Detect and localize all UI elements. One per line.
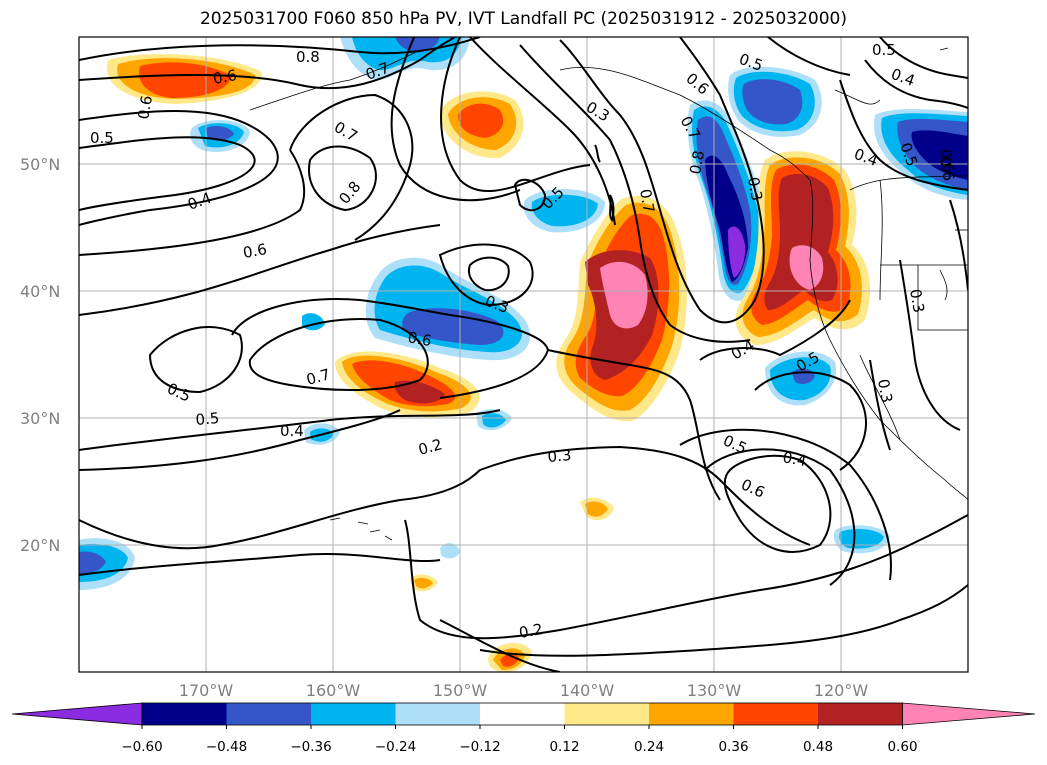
contour-label: 0.6 bbox=[682, 69, 712, 98]
shade-region bbox=[206, 126, 234, 141]
shade-region bbox=[911, 130, 968, 180]
lat-label: 40°N bbox=[20, 282, 60, 301]
contour-label: 0.4 bbox=[280, 422, 304, 440]
lon-label: 150°W bbox=[433, 681, 488, 700]
contour-label: 0.2 bbox=[518, 620, 545, 642]
contour-label: 0.5 bbox=[164, 379, 193, 405]
colorbar-tick-label: −0.12 bbox=[459, 739, 500, 755]
latitude-labels: 50°N 40°N 30°N 20°N bbox=[20, 155, 60, 555]
contour-label: 0.8 bbox=[296, 48, 320, 66]
shade-region bbox=[79, 551, 106, 574]
contour-label: 0.5 bbox=[195, 409, 220, 429]
colorbar-segment bbox=[311, 703, 396, 725]
contour-label: 0.7 bbox=[304, 365, 332, 389]
lat-label: 50°N bbox=[20, 155, 60, 174]
shade-region bbox=[458, 103, 504, 138]
colorbar-extend-max bbox=[902, 702, 1036, 726]
shade-region bbox=[482, 413, 506, 428]
contour-label: 0.3 bbox=[744, 176, 766, 203]
colorbar-segment bbox=[142, 703, 227, 725]
contour-label: 0.5 bbox=[872, 41, 896, 59]
contour-label: 0.5 bbox=[720, 431, 749, 457]
shade-region bbox=[789, 245, 824, 290]
colorbar-segment bbox=[226, 703, 312, 725]
contour-label: 0.5 bbox=[90, 129, 114, 147]
shade-region bbox=[728, 226, 746, 278]
longitude-labels: 170°W 160°W 150°W 140°W 130°W 120°W bbox=[179, 681, 869, 700]
shade-region bbox=[395, 37, 440, 53]
contour-label: 0.3 bbox=[906, 288, 928, 315]
colorbar-tick-label: 0.60 bbox=[887, 739, 917, 755]
lon-label: 170°W bbox=[179, 681, 234, 700]
contour-label: 0.6 bbox=[936, 156, 958, 183]
contour-lines bbox=[79, 37, 968, 672]
contour-label: 0.4 bbox=[852, 145, 881, 170]
contour-label: 0.2 bbox=[416, 435, 444, 459]
shade-region bbox=[402, 308, 504, 345]
colorbar-tick-label: 0.24 bbox=[634, 739, 664, 755]
colorbar-segment bbox=[480, 703, 565, 725]
colorbar-tick-label: −0.36 bbox=[290, 739, 331, 755]
contour-label: 0.6 bbox=[212, 66, 239, 88]
shaded-field-layer bbox=[79, 37, 968, 672]
colorbar-tick-label: 0.36 bbox=[718, 739, 748, 755]
colorbar-segment bbox=[649, 703, 734, 725]
colorbar bbox=[11, 702, 1036, 729]
contour-label: 0.6 bbox=[936, 148, 958, 175]
contour-label: 0.7 bbox=[636, 188, 658, 215]
shade-region bbox=[414, 577, 433, 589]
colorbar-segment bbox=[818, 703, 903, 725]
contour-label: 0.6 bbox=[242, 240, 269, 262]
shade-region bbox=[742, 79, 803, 125]
shade-region bbox=[531, 194, 598, 227]
colorbar-tick-label: 0.48 bbox=[803, 739, 833, 755]
shade-region bbox=[839, 529, 884, 549]
colorbar-labels: −0.60 −0.48 −0.36 −0.24 −0.12 0.12 0.24 0.36 0.4… bbox=[121, 739, 917, 755]
shade-region bbox=[440, 543, 460, 559]
lat-label: 30°N bbox=[20, 409, 60, 428]
colorbar-extend-min bbox=[11, 702, 143, 726]
contour-label: 0.8 bbox=[335, 178, 364, 208]
lon-label: 140°W bbox=[560, 681, 615, 700]
lon-label: 120°W bbox=[814, 681, 869, 700]
contour-label: 0.7 bbox=[331, 118, 361, 146]
shade-region bbox=[394, 380, 445, 404]
lon-label: 130°W bbox=[687, 681, 742, 700]
coastlines bbox=[249, 47, 968, 541]
colorbar-segment bbox=[733, 703, 819, 725]
contour-label: 0.4 bbox=[781, 448, 808, 470]
contour-label: 0.6 bbox=[134, 94, 156, 121]
shade-region bbox=[585, 501, 608, 517]
contour-label: 0.3 bbox=[547, 446, 572, 466]
shade-region bbox=[139, 62, 232, 98]
colorbar-tick-label: −0.48 bbox=[206, 739, 247, 755]
contour-label: 0.6 bbox=[406, 328, 433, 350]
colorbar-tick-label: −0.60 bbox=[121, 739, 162, 755]
map-frame bbox=[78, 36, 969, 673]
contour-label: 0.6 bbox=[738, 475, 767, 501]
contour-label: 0.8 bbox=[686, 149, 708, 176]
colorbar-tick-label: 0.12 bbox=[549, 739, 579, 755]
gridlines bbox=[79, 37, 968, 672]
contour-label: 0.3 bbox=[874, 378, 896, 405]
colorbar-frame bbox=[141, 702, 903, 726]
colorbar-segment bbox=[395, 703, 481, 725]
lat-label: 20°N bbox=[20, 536, 60, 555]
map-title: 2025031700 F060 850 hPa PV, IVT Landfall… bbox=[199, 9, 847, 29]
shade-region bbox=[600, 261, 648, 329]
colorbar-tick-label: −0.24 bbox=[375, 739, 416, 755]
colorbar-segment bbox=[564, 703, 650, 725]
lon-label: 160°W bbox=[306, 681, 361, 700]
